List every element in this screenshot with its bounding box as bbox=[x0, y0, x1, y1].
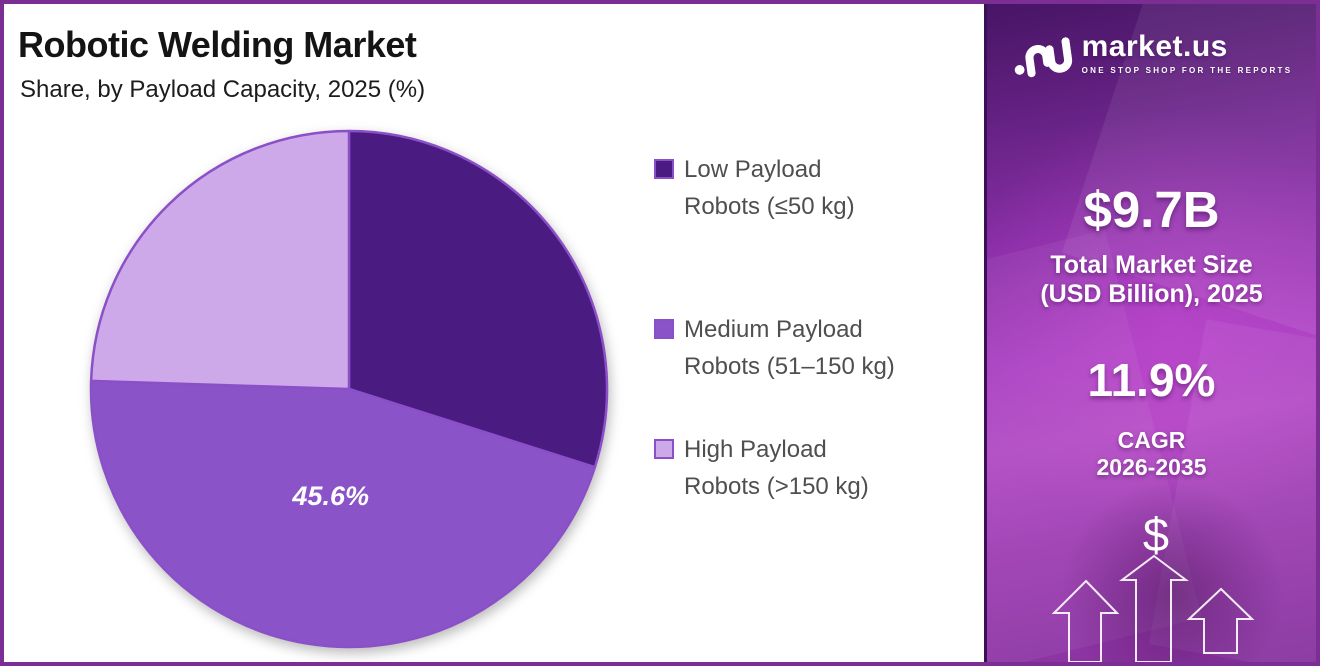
pie-slice bbox=[89, 129, 351, 391]
page-subtitle: Share, by Payload Capacity, 2025 (%) bbox=[20, 76, 426, 103]
brand-name: market.us bbox=[1081, 29, 1228, 63]
legend-color-swatch-low bbox=[654, 159, 674, 179]
up-arrow-right-icon bbox=[1186, 587, 1255, 654]
legend-item-high-payload: High Payload Robots (>150 kg) bbox=[654, 431, 904, 505]
dollar-icon: $ bbox=[1143, 508, 1169, 561]
market-size-label-line2: (USD Billion), 2025 bbox=[1040, 280, 1263, 308]
sidebar: market.us ONE STOP SHOP FOR THE REPORTS … bbox=[984, 4, 1316, 662]
growth-arrows-icon: $ bbox=[1051, 508, 1255, 662]
market-size-value: $9.7B bbox=[1083, 181, 1220, 238]
cagr-label: CAGR 2026-2035 bbox=[987, 427, 1316, 481]
pie-slice-value-label: 45.6% bbox=[291, 481, 369, 511]
page-title: Robotic Welding Market bbox=[18, 24, 417, 65]
legend-label-medium: Medium Payload Robots (51–150 kg) bbox=[684, 316, 895, 380]
up-arrow-left-icon bbox=[1051, 579, 1120, 662]
pie-chart: 45.6% bbox=[89, 129, 609, 649]
cagr-label-line2: 2026-2035 bbox=[1096, 454, 1207, 480]
cagr-label-line1: CAGR bbox=[1117, 427, 1186, 453]
marketus-logomark-icon bbox=[1014, 37, 1072, 78]
legend-item-medium-payload: Medium Payload Robots (51–150 kg) bbox=[654, 311, 904, 385]
legend-color-swatch-medium bbox=[654, 319, 674, 339]
pie-slice bbox=[347, 129, 609, 469]
brand-logo: market.us ONE STOP SHOP FOR THE REPORTS bbox=[987, 28, 1316, 78]
cagr-value: 11.9% bbox=[1087, 354, 1216, 406]
legend: Low Payload Robots (≤50 kg) Medium Paylo… bbox=[654, 151, 904, 505]
brand-text: market.us ONE STOP SHOP FOR THE REPORTS bbox=[1081, 29, 1293, 75]
legend-label-low: Low Payload Robots (≤50 kg) bbox=[684, 156, 855, 220]
pie-slice bbox=[89, 379, 597, 649]
brand-tagline: ONE STOP SHOP FOR THE REPORTS bbox=[1081, 65, 1293, 75]
chart-area: Robotic Welding Market Share, by Payload… bbox=[4, 4, 988, 662]
legend-label-high: High Payload Robots (>150 kg) bbox=[684, 436, 869, 500]
legend-color-swatch-high bbox=[654, 439, 674, 459]
market-size-label-line1: Total Market Size bbox=[1050, 251, 1253, 279]
up-arrow-middle-icon bbox=[1119, 554, 1189, 662]
legend-item-low-payload: Low Payload Robots (≤50 kg) bbox=[654, 151, 904, 225]
market-size-label: Total Market Size (USD Billion), 2025 bbox=[987, 251, 1316, 309]
